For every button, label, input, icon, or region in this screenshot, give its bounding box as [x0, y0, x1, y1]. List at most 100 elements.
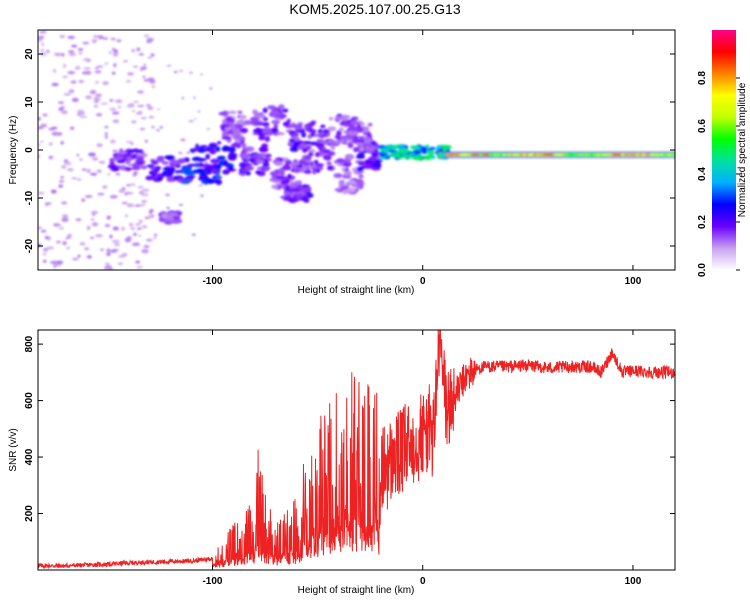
- heatmap-cell: [339, 138, 346, 144]
- heatmap-cell: [340, 114, 351, 120]
- heatmap-cell: [121, 201, 128, 205]
- heatmap-cell: [83, 67, 91, 70]
- heatmap-cell: [395, 155, 406, 159]
- heatmap-cell: [137, 185, 144, 189]
- heatmap-cell: [143, 244, 150, 249]
- heatmap-cell: [306, 144, 312, 150]
- heatmap-cell: [128, 222, 134, 227]
- heatmap-cell: [51, 131, 59, 136]
- heatmap-cell: [269, 171, 280, 176]
- heatmap-cell: [125, 79, 132, 83]
- heatmap-cell: [85, 95, 92, 100]
- heatmap-cell: [86, 255, 92, 259]
- heatmap-cell: [194, 146, 202, 150]
- heatmap-cell: [132, 100, 139, 104]
- heatmap-cell: [258, 146, 269, 153]
- heatmap-cell: [288, 138, 296, 142]
- heatmap-cell: [169, 159, 180, 165]
- heatmap-cell: [67, 35, 75, 39]
- heatmap-cell: [338, 127, 344, 132]
- heatmap-cell: [132, 242, 140, 247]
- heatmap-cell: [108, 51, 112, 54]
- heatmap-cell: [347, 142, 354, 147]
- heatmap-cell: [364, 138, 372, 144]
- heatmap-cell: [106, 215, 111, 220]
- heatmap-cell: [258, 135, 266, 141]
- heatmap-cell: [58, 226, 65, 230]
- heatmap-cell: [198, 184, 204, 187]
- heatmap-cell: [80, 115, 87, 119]
- heatmap-cell: [334, 134, 341, 140]
- heatmap-cell: [242, 154, 249, 160]
- heatmap-cell: [93, 104, 98, 108]
- heatmap-cell: [267, 105, 276, 110]
- heatmap-cell: [48, 142, 53, 146]
- heatmap-cell: [327, 151, 336, 156]
- heatmap-cell: [38, 191, 45, 195]
- heatmap-cell: [72, 257, 79, 261]
- heatmap-cell: [146, 40, 152, 44]
- heatmap-cell: [117, 105, 122, 109]
- heatmap-cell: [303, 197, 310, 203]
- heatmap-cell: [46, 49, 50, 54]
- heatmap-cell: [38, 243, 43, 248]
- heatmap-cell: [67, 234, 73, 237]
- heatmap-cell: [302, 140, 312, 145]
- heatmap-cell: [91, 38, 98, 44]
- heatmap-cell: [61, 110, 68, 115]
- heatmap-cell: [81, 198, 86, 202]
- y-tick-label: 200: [24, 505, 35, 522]
- heatmap-cell: [356, 166, 364, 172]
- heatmap-cell: [132, 174, 137, 177]
- heatmap-cell: [392, 153, 397, 158]
- heatmap-cell: [149, 79, 154, 83]
- heatmap-cell: [336, 158, 345, 164]
- heatmap-cell: [137, 90, 144, 94]
- heatmap-cell: [144, 216, 150, 220]
- heatmap-cell: [194, 169, 200, 174]
- heatmap-cell: [70, 80, 77, 84]
- heatmap-cell: [303, 165, 311, 170]
- heatmap-cell: [78, 52, 83, 55]
- heatmap-cell: [181, 97, 185, 100]
- heatmap-cell: [270, 109, 279, 116]
- heatmap-cell: [177, 158, 186, 164]
- heatmap-cell: [50, 189, 57, 194]
- heatmap-cell: [83, 70, 92, 75]
- heatmap-cell: [127, 72, 134, 76]
- heatmap-cell: [271, 184, 279, 189]
- heatmap-cell: [125, 191, 131, 195]
- heatmap-cell: [126, 105, 132, 108]
- heatmap-cell: [118, 189, 125, 194]
- heatmap-cell: [76, 178, 82, 181]
- heatmap-cell: [147, 106, 154, 110]
- heatmap-cell: [118, 150, 128, 155]
- heatmap-cell: [239, 136, 246, 142]
- heatmap-cell: [66, 246, 70, 250]
- heatmap-cell: [134, 204, 140, 207]
- heatmap-cell: [200, 146, 205, 151]
- heatmap-cell: [137, 110, 143, 115]
- colorbar-tick-label: 0.0: [697, 263, 708, 277]
- heatmap-cell: [42, 113, 48, 117]
- heatmap-cell: [218, 111, 228, 116]
- heatmap-cell: [244, 146, 255, 152]
- heatmap-cell: [318, 151, 325, 157]
- heatmap-cell: [58, 107, 64, 111]
- heatmap-cell: [52, 222, 61, 227]
- heatmap-cell: [38, 117, 42, 121]
- heatmap-cell: [367, 122, 373, 127]
- heatmap-cell: [188, 120, 194, 123]
- heatmap-cell: [294, 168, 300, 174]
- heatmap-cell: [79, 158, 83, 161]
- heatmap-cell: [135, 260, 141, 264]
- heatmap-cell: [122, 59, 129, 63]
- snr-panel: -100 0 100 200 400 600 800 Height of straight…: [8, 329, 676, 596]
- heatmap-cell: [138, 234, 142, 237]
- heatmap-cell: [178, 203, 184, 206]
- heatmap-cell: [338, 179, 346, 186]
- heatmap-cell: [218, 160, 224, 166]
- heatmap-cell: [326, 165, 334, 171]
- heatmap-cell: [58, 184, 64, 189]
- heatmap-cell: [198, 177, 206, 181]
